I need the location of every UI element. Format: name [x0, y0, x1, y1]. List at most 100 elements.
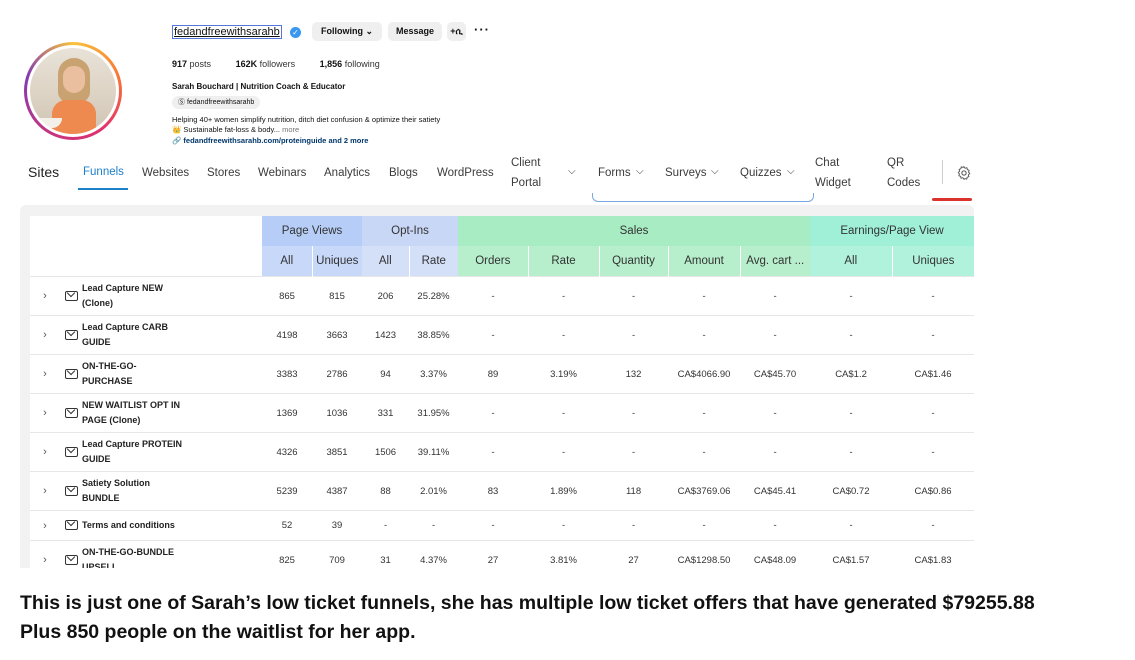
email-funnel-icon	[60, 510, 82, 541]
table-row[interactable]: › Satiety Solution BUNDLE 5239 4387 88 2.01% 8…	[30, 471, 974, 511]
table-row[interactable]: › Lead Capture NEW (Clone) 865 815 206 25.28%…	[30, 276, 974, 316]
expand-chevron-icon[interactable]: ›	[30, 471, 60, 511]
cell-value: 39.11%	[409, 432, 459, 472]
cell-value: CA$1.83	[892, 540, 974, 568]
table-row[interactable]: › NEW WAITLIST OPT IN PAGE (Clone) 1369 103…	[30, 393, 974, 433]
cell-value: CA$0.86	[892, 471, 974, 511]
cell-value: -	[668, 315, 741, 355]
cell-value: -	[599, 432, 669, 472]
cell-value: CA$45.41	[740, 471, 811, 511]
col-header[interactable]: Rate	[408, 246, 459, 277]
bio-more-link[interactable]: more	[282, 125, 300, 134]
col-header[interactable]: Rate	[527, 246, 600, 277]
funnel-name[interactable]: Lead Capture CARB GUIDE	[82, 315, 263, 355]
posts-stat[interactable]: 917 posts	[172, 59, 212, 69]
tab-qr-codes[interactable]: QR Codes	[887, 153, 920, 193]
threads-handle-pill[interactable]: Ⓢ fedandfreewithsarahb	[172, 96, 261, 109]
following-button[interactable]: Following ⌄	[312, 22, 382, 41]
table-row[interactable]: › Lead Capture CARB GUIDE 4198 3663 1423 38.8…	[30, 315, 974, 355]
quizzes-chevron-down-icon[interactable]: ⌵	[787, 166, 795, 177]
table-row[interactable]: › ON-THE-GO-PURCHASE 3383 2786 94 3.37% 89 3.19…	[30, 354, 974, 394]
col-header[interactable]: Uniques	[311, 246, 363, 277]
cell-value: -	[409, 510, 459, 541]
tab-chat-widget[interactable]: Chat Widget	[815, 153, 851, 193]
message-button[interactable]: Message	[388, 22, 442, 41]
expand-chevron-icon[interactable]: ›	[30, 276, 60, 316]
expand-chevron-icon[interactable]: ›	[30, 432, 60, 472]
cell-value: -	[528, 315, 600, 355]
cell-value: -	[740, 393, 811, 433]
funnels-stats-table: Page Views Opt-Ins Sales Earnings/Page V…	[30, 216, 974, 568]
col-header[interactable]: Uniques	[891, 246, 974, 277]
following-stat[interactable]: 1,856 following	[319, 59, 380, 69]
col-header[interactable]: All	[810, 246, 893, 277]
funnel-name[interactable]: ON-THE-GO-BUNDLE UPSELL	[82, 540, 263, 568]
funnel-name[interactable]: ON-THE-GO-PURCHASE	[82, 354, 263, 394]
cell-value: 2786	[312, 354, 363, 394]
cell-value: -	[528, 432, 600, 472]
profile-username[interactable]: fedandfreewithsarahb	[172, 25, 282, 39]
funnel-name[interactable]: Lead Capture NEW (Clone)	[82, 276, 263, 316]
cell-value: CA$48.09	[740, 540, 811, 568]
settings-gear-icon[interactable]	[956, 165, 972, 181]
bio-text: 👑 Sustainable fat-loss & body...	[172, 125, 281, 134]
forms-chevron-down-icon[interactable]: ⌵	[636, 166, 644, 177]
tab-client-portal-line2: Portal	[511, 177, 542, 189]
search-input-edge[interactable]	[592, 193, 814, 202]
table-row[interactable]: › Terms and conditions 52 39- - - - - - - - -	[30, 510, 974, 541]
table-row[interactable]: › Lead Capture PROTEIN GUIDE 4326 3851 1506 3…	[30, 432, 974, 472]
followers-stat[interactable]: 162K followers	[235, 59, 296, 69]
col-header[interactable]: Amount	[667, 246, 741, 277]
cell-value: -	[892, 393, 974, 433]
cell-value: 825	[262, 540, 313, 568]
cell-value: 4.37%	[409, 540, 459, 568]
cell-value: -	[740, 432, 811, 472]
tab-surveys[interactable]: Surveys	[665, 167, 707, 179]
cell-value: 39	[312, 510, 363, 541]
more-options-icon[interactable]: ···	[474, 22, 490, 37]
funnel-name[interactable]: NEW WAITLIST OPT IN PAGE (Clone)	[82, 393, 263, 433]
cell-value: 3851	[312, 432, 363, 472]
surveys-chevron-down-icon[interactable]: ⌵	[711, 166, 719, 177]
profile-avatar-ring[interactable]	[24, 42, 122, 140]
cell-value: -	[892, 432, 974, 472]
cell-value: -	[458, 432, 529, 472]
funnel-name[interactable]: Lead Capture PROTEIN GUIDE	[82, 432, 263, 472]
expand-chevron-icon[interactable]: ›	[30, 315, 60, 355]
cell-value: CA$4066.90	[668, 354, 741, 394]
tab-wordpress[interactable]: WordPress	[437, 167, 494, 179]
create-button-edge[interactable]	[932, 198, 972, 201]
add-user-icon[interactable]: +ሲ	[447, 22, 466, 41]
tab-analytics[interactable]: Analytics	[324, 167, 371, 179]
expand-chevron-icon[interactable]: ›	[30, 540, 60, 568]
expand-chevron-icon[interactable]: ›	[30, 393, 60, 433]
funnel-name[interactable]: Satiety Solution BUNDLE	[82, 471, 263, 511]
tab-qr-codes-line2: Codes	[887, 177, 921, 189]
tab-quizzes[interactable]: Quizzes	[740, 167, 782, 179]
bio-link[interactable]: 🔗 fedandfreewithsarahb.com/proteinguide …	[172, 136, 369, 145]
expand-chevron-icon[interactable]: ›	[30, 510, 60, 541]
cell-value: 88	[362, 471, 410, 511]
col-header[interactable]: Avg. cart ...	[739, 246, 811, 277]
tab-funnels[interactable]: Funnels	[83, 166, 124, 178]
cell-value: -	[528, 393, 600, 433]
col-header[interactable]: Orders	[458, 246, 529, 277]
tab-websites[interactable]: Websites	[142, 167, 190, 179]
email-funnel-icon	[60, 393, 82, 433]
tab-stores[interactable]: Stores	[207, 167, 241, 179]
tab-client-portal[interactable]: Client Portal	[511, 153, 541, 193]
expand-chevron-icon[interactable]: ›	[30, 354, 60, 394]
tab-blogs[interactable]: Blogs	[389, 167, 418, 179]
table-row[interactable]: › ON-THE-GO-BUNDLE UPSELL 825 709 31 4.37% 27 3…	[30, 540, 974, 568]
tab-qr-codes-line1: QR	[887, 157, 905, 169]
cell-value: -	[458, 315, 529, 355]
col-header[interactable]: All	[262, 246, 313, 277]
cell-value: 1036	[312, 393, 363, 433]
client-portal-chevron-down-icon[interactable]: ⌵	[568, 166, 576, 177]
col-header[interactable]: All	[362, 246, 410, 277]
tab-webinars[interactable]: Webinars	[258, 167, 307, 179]
cell-value: -	[599, 276, 669, 316]
funnel-name[interactable]: Terms and conditions	[82, 510, 263, 541]
tab-forms[interactable]: Forms	[598, 167, 631, 179]
col-header[interactable]: Quantity	[598, 246, 669, 277]
